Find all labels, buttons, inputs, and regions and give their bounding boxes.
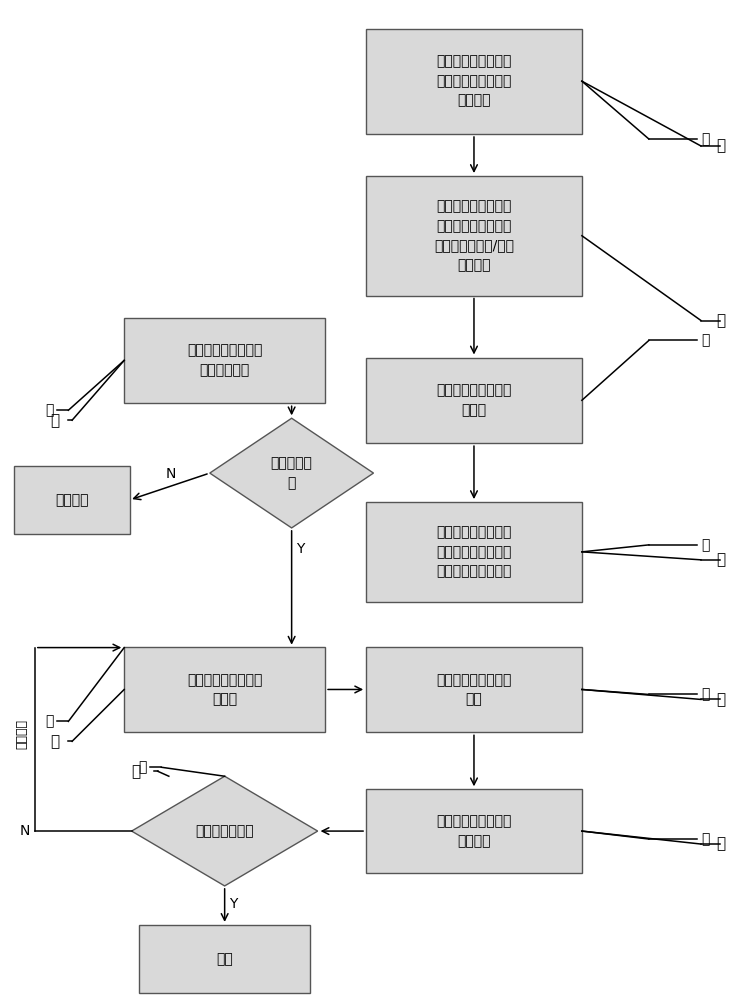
Text: Y: Y [229, 897, 238, 911]
Text: 二: 二 [701, 333, 710, 347]
Text: 由正常数据的统计特
性根据休哈特控制图
的门限准则确定门限: 由正常数据的统计特 性根据休哈特控制图 的门限准则确定门限 [436, 525, 512, 578]
FancyBboxPatch shape [366, 358, 582, 443]
Text: 四: 四 [50, 413, 59, 428]
Text: 八: 八 [131, 764, 140, 779]
Polygon shape [131, 776, 317, 886]
Text: 绘制休哈特控制图单
值图: 绘制休哈特控制图单 值图 [436, 673, 512, 706]
Text: 六: 六 [701, 687, 710, 701]
Text: 三: 三 [701, 538, 710, 552]
Text: N: N [166, 467, 176, 481]
Text: 八: 八 [138, 760, 146, 774]
FancyBboxPatch shape [366, 29, 582, 134]
Text: 五: 五 [45, 714, 54, 728]
Text: 一: 一 [716, 138, 725, 153]
Text: 七: 七 [701, 832, 710, 846]
Text: 绘制休哈特控制图移
动极差图: 绘制休哈特控制图移 动极差图 [436, 814, 512, 848]
Text: 六: 六 [716, 692, 725, 707]
FancyBboxPatch shape [366, 647, 582, 732]
Text: 选取动量轮转速稳定
阶段计算输入动量轮
数据的电流均值/转速
均值的比: 选取动量轮转速稳定 阶段计算输入动量轮 数据的电流均值/转速 均值的比 [434, 199, 514, 272]
FancyBboxPatch shape [366, 789, 582, 873]
FancyBboxPatch shape [124, 318, 325, 403]
Text: 输入的一段时间的电
流以及转速数据运行
历史数据: 输入的一段时间的电 流以及转速数据运行 历史数据 [436, 55, 512, 108]
Text: 警告: 警告 [217, 952, 233, 966]
FancyBboxPatch shape [124, 647, 325, 732]
Text: Y: Y [296, 542, 305, 556]
Text: 四: 四 [45, 403, 54, 417]
Text: 五: 五 [50, 734, 59, 749]
Text: 计算当前时间段电流
转速比: 计算当前时间段电流 转速比 [187, 673, 262, 706]
Text: 三: 三 [716, 552, 725, 567]
FancyBboxPatch shape [366, 176, 582, 296]
FancyBboxPatch shape [139, 925, 310, 993]
Text: 二: 二 [716, 313, 725, 328]
Text: 卫星动量轮当前运行
电流转速数据: 卫星动量轮当前运行 电流转速数据 [187, 344, 262, 377]
FancyBboxPatch shape [366, 502, 582, 602]
Text: 数据舍弃: 数据舍弃 [55, 493, 89, 507]
Text: 数据是否稳
定: 数据是否稳 定 [270, 456, 312, 490]
Text: 控制图是否超限: 控制图是否超限 [196, 824, 254, 838]
Text: 求取电流转速比的统
计特性: 求取电流转速比的统 计特性 [436, 384, 512, 417]
Text: 七: 七 [716, 837, 725, 852]
Text: N: N [19, 824, 30, 838]
Polygon shape [210, 418, 374, 528]
Text: 下一时刻: 下一时刻 [16, 719, 28, 749]
FancyBboxPatch shape [14, 466, 130, 534]
Text: 一: 一 [701, 132, 710, 146]
